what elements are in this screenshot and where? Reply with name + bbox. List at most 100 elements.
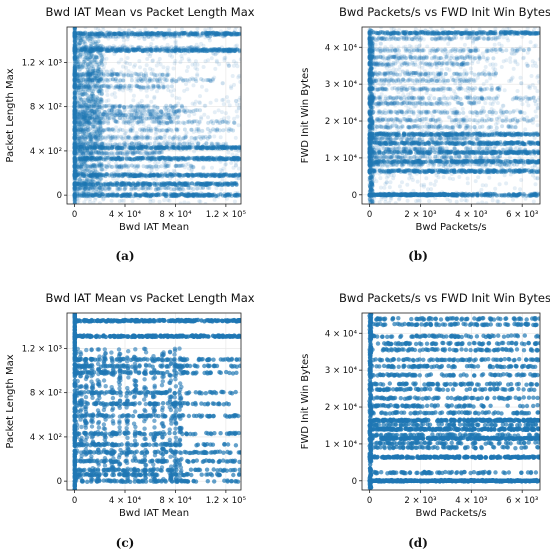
data-point xyxy=(107,181,112,186)
data-point xyxy=(130,104,135,109)
data-point xyxy=(231,173,236,178)
data-point xyxy=(154,167,159,171)
data-point xyxy=(101,28,106,33)
data-point xyxy=(150,46,155,51)
data-point xyxy=(114,157,118,162)
data-point xyxy=(194,139,199,144)
data-point xyxy=(145,94,150,99)
data-point xyxy=(199,182,204,187)
data-point xyxy=(148,194,153,199)
data-point xyxy=(167,155,172,160)
data-point xyxy=(89,172,94,177)
data-point xyxy=(95,157,100,162)
data-point xyxy=(117,156,122,161)
data-point xyxy=(151,173,156,178)
data-point xyxy=(114,163,119,168)
data-point xyxy=(179,103,184,108)
data-point xyxy=(230,182,235,187)
data-point xyxy=(133,185,138,190)
data-point xyxy=(175,78,180,83)
data-point xyxy=(145,181,150,186)
data-point xyxy=(207,193,212,197)
data-point xyxy=(155,173,160,177)
data-point xyxy=(127,192,132,197)
data-point xyxy=(133,163,138,168)
data-point xyxy=(89,156,94,161)
data-point xyxy=(127,181,131,186)
data-point xyxy=(128,173,133,178)
data-point xyxy=(230,181,235,186)
data-point xyxy=(84,197,88,201)
data-point xyxy=(167,161,172,166)
data-point xyxy=(115,181,120,186)
data-point xyxy=(207,157,212,162)
data-point xyxy=(106,187,111,191)
data-point xyxy=(228,173,233,178)
data-point xyxy=(119,179,124,184)
data-point xyxy=(187,156,192,161)
data-point xyxy=(217,173,222,178)
data-point xyxy=(204,88,209,93)
data-point xyxy=(222,172,227,177)
data-point xyxy=(199,156,204,161)
data-point xyxy=(167,157,172,162)
data-point xyxy=(97,164,102,169)
data-point xyxy=(144,186,148,191)
data-point xyxy=(229,156,234,161)
data-point xyxy=(187,45,192,50)
data-point xyxy=(183,181,188,186)
data-point xyxy=(207,155,211,160)
data-point xyxy=(127,136,132,141)
data-point xyxy=(90,185,95,190)
data-point xyxy=(206,193,211,198)
data-point xyxy=(175,172,180,177)
data-point xyxy=(88,164,92,169)
data-point xyxy=(143,125,148,130)
data-point xyxy=(227,173,232,178)
data-point xyxy=(205,181,210,186)
data-point xyxy=(160,181,164,186)
data-point xyxy=(194,32,199,36)
data-point xyxy=(172,187,177,192)
data-point xyxy=(140,173,145,178)
data-point xyxy=(206,172,211,177)
data-point xyxy=(134,138,139,143)
data-point xyxy=(94,172,99,177)
data-point xyxy=(183,182,188,187)
data-point xyxy=(104,164,109,168)
data-point xyxy=(129,173,133,177)
data-point xyxy=(156,160,161,165)
data-point xyxy=(91,172,96,177)
data-point xyxy=(227,103,232,108)
data-point xyxy=(79,193,84,198)
data-point xyxy=(163,172,168,177)
data-point xyxy=(80,183,85,187)
data-point xyxy=(113,141,118,146)
data-point xyxy=(140,112,145,116)
data-point xyxy=(111,183,116,187)
data-point xyxy=(106,151,111,156)
data-point xyxy=(222,157,227,162)
data-point xyxy=(128,182,133,187)
data-point xyxy=(179,182,184,186)
data-point xyxy=(133,183,138,187)
data-point xyxy=(89,155,94,160)
data-point xyxy=(80,155,85,160)
data-point xyxy=(144,193,149,198)
data-point xyxy=(105,155,110,160)
data-point xyxy=(146,186,151,191)
data-point xyxy=(177,185,181,190)
data-point xyxy=(169,156,174,161)
data-point xyxy=(136,163,141,168)
data-point xyxy=(205,155,210,160)
data-point xyxy=(159,172,164,177)
data-point xyxy=(170,192,175,197)
data-point xyxy=(180,156,185,161)
data-point xyxy=(176,156,181,161)
data-point xyxy=(167,135,172,140)
data-point xyxy=(113,182,118,187)
data-point xyxy=(125,192,129,197)
data-point xyxy=(163,161,168,166)
data-point xyxy=(205,173,210,178)
data-point xyxy=(157,190,162,195)
